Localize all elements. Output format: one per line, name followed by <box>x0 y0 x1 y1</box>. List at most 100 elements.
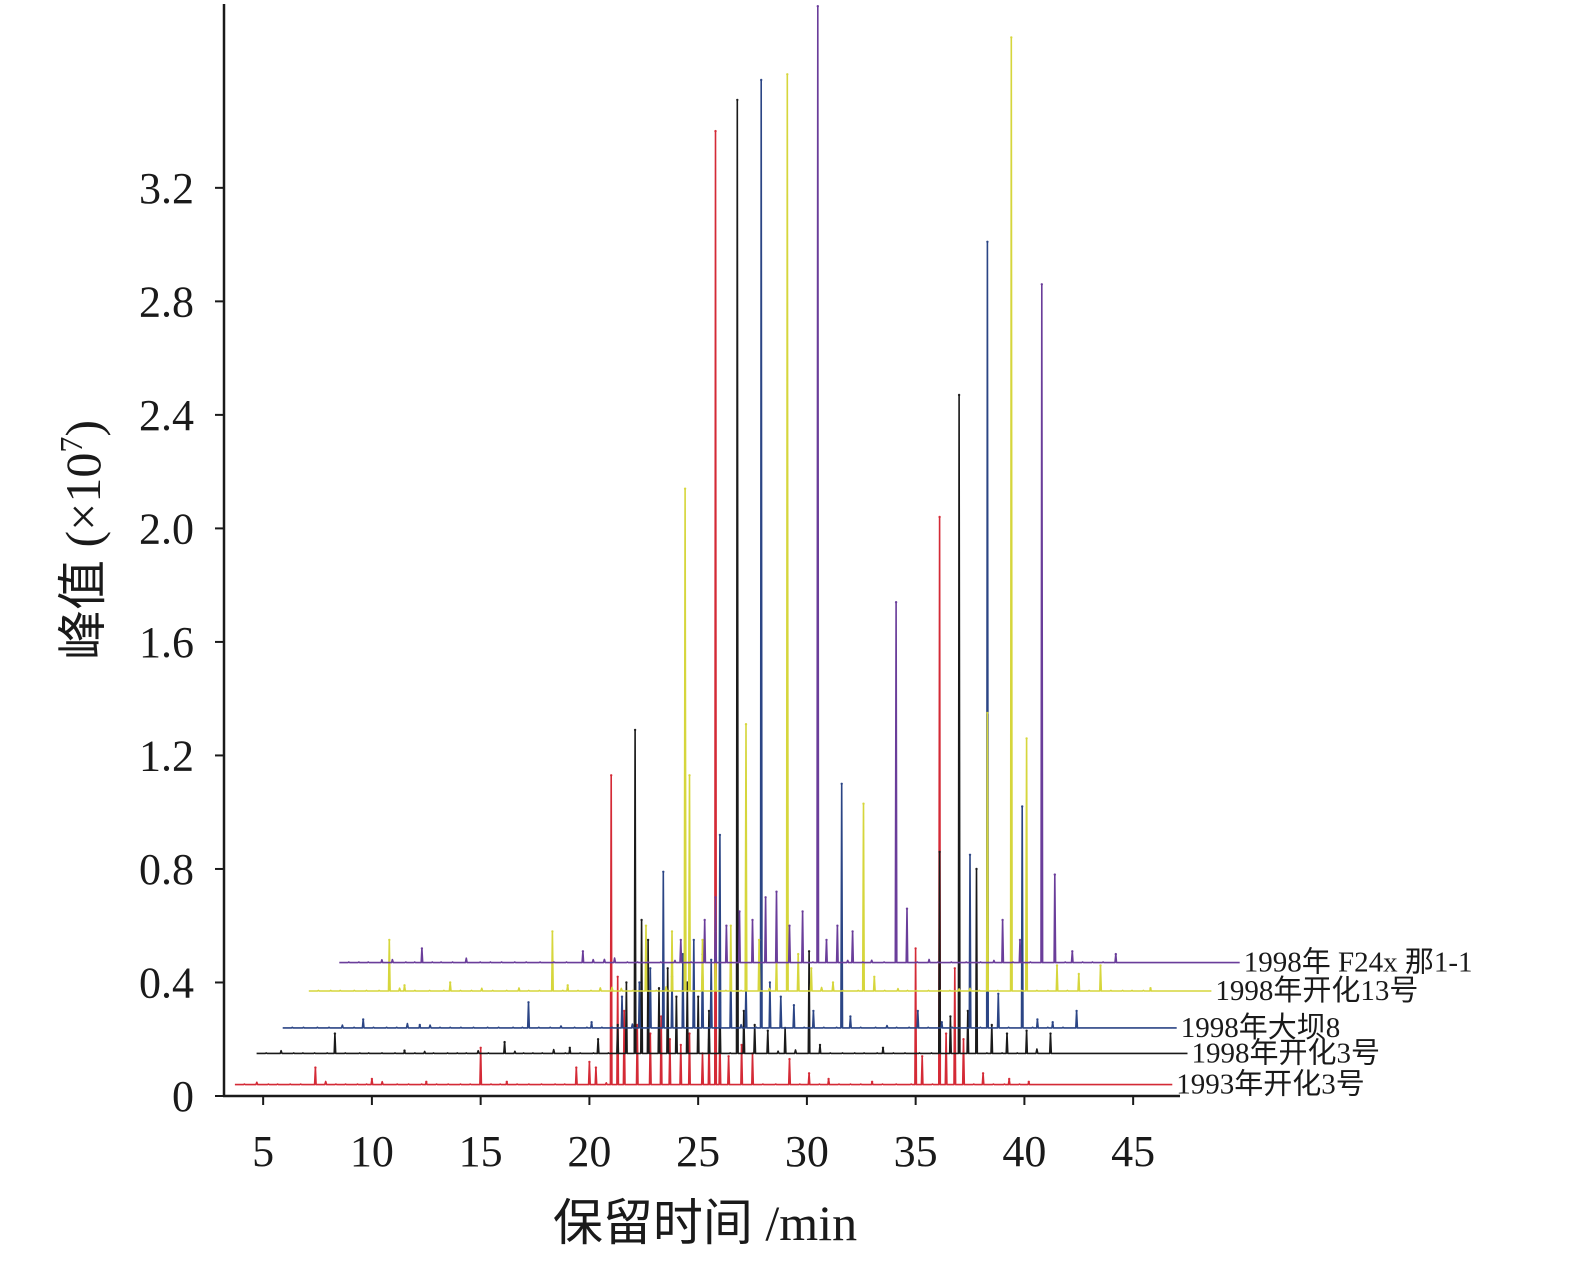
peak-point <box>966 1009 969 1013</box>
peak-point <box>1025 737 1028 740</box>
peak-point <box>816 5 819 8</box>
peak-point <box>594 1066 598 1069</box>
peak-point <box>403 1049 406 1052</box>
peak-point <box>697 995 700 998</box>
peak-point <box>623 1009 626 1013</box>
peak-point <box>818 1043 822 1047</box>
peak-point <box>1025 1029 1028 1032</box>
peak-point <box>1077 972 1081 976</box>
peak-point <box>1010 36 1013 39</box>
peak-point <box>620 995 624 998</box>
y-tick-label: 3.2 <box>139 164 194 213</box>
peak-point <box>1018 938 1022 942</box>
peak-point <box>792 1004 796 1007</box>
peak-point <box>921 1055 924 1058</box>
peak-point <box>968 853 972 856</box>
peak-point <box>779 995 782 998</box>
peak-point <box>710 958 713 961</box>
peak-point <box>449 981 452 984</box>
peak-point <box>418 1023 421 1027</box>
x-tick-label: 30 <box>785 1127 829 1176</box>
peak-point <box>668 1038 672 1041</box>
peak-point <box>692 938 695 942</box>
peak-point <box>701 938 704 942</box>
peak-point <box>849 1015 852 1018</box>
peak-point <box>862 802 865 805</box>
y-tick-label: 1.6 <box>139 618 194 667</box>
y-tick-label: 1.2 <box>139 731 194 780</box>
peak-point <box>588 1060 591 1064</box>
peak-point <box>940 1021 943 1024</box>
peak-point <box>686 981 689 984</box>
x-tick-label: 15 <box>459 1127 503 1176</box>
peak-point <box>953 967 956 970</box>
x-axis-title: 保留时间 /min <box>553 1195 857 1251</box>
peak-point <box>801 910 804 913</box>
series-label-1: 1998年开化3号 <box>1192 1036 1381 1069</box>
peak-point <box>703 918 706 922</box>
peak-point <box>1021 805 1024 808</box>
peak-point <box>753 1023 756 1027</box>
peak-point <box>314 1066 317 1069</box>
peak-point <box>962 1038 965 1041</box>
peak-point <box>616 975 619 978</box>
peak-point <box>662 870 665 873</box>
peak-point <box>425 1080 428 1084</box>
peak-point <box>740 1043 743 1047</box>
peak-point <box>362 1018 365 1021</box>
peak-point <box>873 975 876 978</box>
peak-point <box>505 1080 508 1084</box>
peak-point <box>683 487 687 490</box>
peak-point <box>640 918 643 922</box>
peak-point <box>894 601 898 604</box>
series-trace-4 <box>339 5 1240 964</box>
peak-point <box>679 1043 682 1047</box>
peak-point <box>675 995 678 998</box>
peak-point <box>681 952 685 956</box>
peak-point <box>638 981 641 984</box>
peak-point <box>870 1080 874 1084</box>
peak-point <box>797 952 800 956</box>
peak-point <box>760 78 763 82</box>
peak-point <box>420 947 424 950</box>
peak-point <box>836 924 839 927</box>
peak-point <box>1075 1009 1078 1013</box>
peak-point <box>764 896 767 899</box>
peak-point <box>649 1032 652 1035</box>
peak-point <box>1027 1080 1031 1084</box>
series-label-0: 1993年开化3号 <box>1176 1068 1365 1101</box>
peak-point <box>851 930 854 933</box>
series-label-2: 1998年大坝8 <box>1181 1011 1341 1044</box>
y-axis-ticks: 0 0.4 0.8 1.2 1.6 2.0 2.4 2.8 3.2 <box>139 164 224 1121</box>
plot-traces <box>234 5 1240 1086</box>
peak-point <box>938 850 941 854</box>
peak-point <box>657 987 661 990</box>
peak-point <box>729 924 732 927</box>
peak-point <box>944 1032 948 1035</box>
peak-point <box>827 1077 830 1081</box>
peak-point <box>1071 950 1074 953</box>
y-tick-label: 0.4 <box>139 958 194 1007</box>
x-tick-label: 25 <box>676 1127 720 1176</box>
peak-point <box>905 907 909 910</box>
y-tick-label: 0 <box>172 1072 194 1121</box>
y-axis-title-main: 峰值 (×10 <box>55 453 111 660</box>
peak-point <box>975 867 978 871</box>
peak-point <box>736 98 739 102</box>
peak-point <box>568 1046 571 1050</box>
peak-point <box>990 1023 993 1027</box>
peak-point <box>766 1029 769 1032</box>
x-axis-ticks: 5 10 15 20 25 30 35 40 45 <box>252 1096 1155 1176</box>
y-tick-label: 2.8 <box>139 277 194 326</box>
peak-point <box>786 73 789 76</box>
peak-point <box>660 1015 663 1018</box>
peak-point <box>688 1032 691 1035</box>
series-label-4: 1998年 F24x 那1-1 <box>1244 946 1473 979</box>
peak-point <box>616 1023 619 1027</box>
peak-point <box>831 981 835 984</box>
peak-point <box>788 924 791 927</box>
peak-point <box>938 515 941 519</box>
series-label-3: 1998年开化13号 <box>1215 974 1418 1007</box>
peak-point <box>807 950 811 953</box>
